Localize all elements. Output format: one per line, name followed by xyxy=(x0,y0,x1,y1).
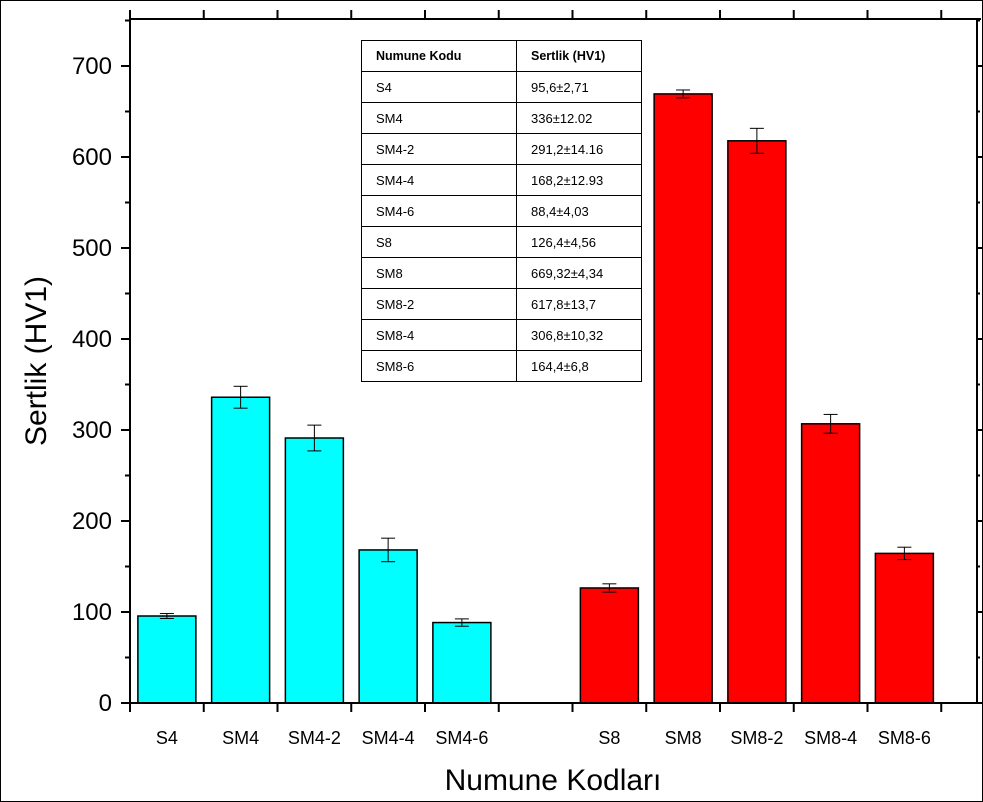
y-axis-title: Sertlik (HV1) xyxy=(20,276,53,446)
error-bar-sm4-4 xyxy=(381,537,396,563)
y-tick-label: 200 xyxy=(72,508,112,535)
axes-layer xyxy=(129,18,981,704)
bar-sm8 xyxy=(653,93,713,704)
error-bar-s4 xyxy=(159,613,174,619)
y-tick-label: 0 xyxy=(99,690,112,717)
table-cell-hardness: 336±12.02 xyxy=(516,102,642,134)
error-bar-sm4 xyxy=(233,385,248,409)
table-row: S4 95,6±2,71 xyxy=(361,71,642,103)
error-bar-sm8-4 xyxy=(823,413,838,434)
y-tick-label: 400 xyxy=(72,326,112,353)
x-tick-label: SM8-4 xyxy=(804,728,857,748)
table-row: SM8-2 617,8±13,7 xyxy=(361,288,642,320)
x-tick-label: SM4-6 xyxy=(435,728,488,748)
table-row: SM4-6 88,4±4,03 xyxy=(361,195,642,227)
error-bar-sm8-6 xyxy=(897,546,912,561)
table-header-hardness: Sertlik (HV1) xyxy=(516,40,642,72)
bar-sm4-2 xyxy=(284,437,345,704)
error-bar-s8 xyxy=(602,583,617,593)
table-cell-hardness: 168,2±12.93 xyxy=(516,164,642,196)
table-body: S4 95,6±2,71 SM4 336±12.02 SM4-2 291,2±14.16 S… xyxy=(361,71,642,382)
table-row: SM4 336±12.02 xyxy=(361,102,642,134)
table-row: SM4-2 291,2±14.16 xyxy=(361,133,642,165)
table-row: SM8-4 306,8±10,32 xyxy=(361,319,642,351)
table-cell-code: SM4-2 xyxy=(361,133,517,165)
ticks-layer: S4 SM4 SM4-2 SM4-4 SM4-6 S8 SM8 SM8-2 SM8-4 SM8-6… xyxy=(72,10,983,748)
bar-sm4 xyxy=(210,396,271,704)
bars-layer xyxy=(137,89,935,704)
table-row: SM4-4 168,2±12.93 xyxy=(361,164,642,196)
table-cell-hardness: 164,4±6,8 xyxy=(516,350,642,382)
table-cell-code: SM8-2 xyxy=(361,288,517,320)
table-row: SM8-6 164,4±6,8 xyxy=(361,350,642,382)
table-row: S8 126,4±4,56 xyxy=(361,226,642,258)
bar-sm8-2 xyxy=(727,140,787,704)
table-cell-code: SM8 xyxy=(361,257,517,289)
x-tick-label: S8 xyxy=(598,728,620,748)
x-tick-label: SM4 xyxy=(222,728,259,748)
error-bar-sm4-6 xyxy=(454,618,469,627)
bar-s4 xyxy=(137,615,197,704)
table-cell-hardness: 669,32±4,34 xyxy=(516,257,642,289)
x-tick-label: SM8 xyxy=(665,728,702,748)
x-tick-label: S4 xyxy=(156,728,178,748)
x-axis-title: Numune Kodları xyxy=(445,764,662,797)
hardness-table: Numune Kodu Sertlik (HV1) S4 95,6±2,71 SM4… xyxy=(361,40,642,382)
table-cell-hardness: 617,8±13,7 xyxy=(516,288,642,320)
error-bar-sm8-2 xyxy=(749,127,764,154)
table-cell-code: S8 xyxy=(361,226,517,258)
table-cell-hardness: 291,2±14.16 xyxy=(516,133,642,165)
table-header-row: Numune Kodu Sertlik (HV1) xyxy=(361,40,642,72)
bar-sm8-6 xyxy=(874,552,935,704)
table-cell-hardness: 88,4±4,03 xyxy=(516,195,642,227)
y-tick-label: 600 xyxy=(72,144,112,171)
table-cell-code: SM4-4 xyxy=(361,164,517,196)
bar-sm4-4 xyxy=(358,549,418,704)
table-header-code: Numune Kodu xyxy=(361,40,517,72)
table-cell-code: SM8-6 xyxy=(361,350,517,382)
table-cell-hardness: 126,4±4,56 xyxy=(516,226,642,258)
table-cell-hardness: 95,6±2,71 xyxy=(516,71,642,103)
bar-s8 xyxy=(579,587,640,704)
table-cell-code: S4 xyxy=(361,71,517,103)
error-bar-sm8 xyxy=(676,89,691,99)
y-tick-label: 500 xyxy=(72,235,112,262)
table-cell-code: SM8-4 xyxy=(361,319,517,351)
x-tick-label: SM8-6 xyxy=(878,728,931,748)
x-tick-label: SM4-4 xyxy=(362,728,415,748)
bar-sm8-4 xyxy=(800,423,861,704)
table-row: SM8 669,32±4,34 xyxy=(361,257,642,289)
table-cell-hardness: 306,8±10,32 xyxy=(516,319,642,351)
x-tick-label: SM4-2 xyxy=(288,728,341,748)
table-cell-code: SM4-6 xyxy=(361,195,517,227)
bar-sm4-6 xyxy=(432,621,492,704)
x-tick-label: SM8-2 xyxy=(730,728,783,748)
y-tick-label: 100 xyxy=(72,599,112,626)
table-cell-code: SM4 xyxy=(361,102,517,134)
y-tick-label: 300 xyxy=(72,417,112,444)
error-bar-sm4-2 xyxy=(307,424,322,452)
y-tick-label: 700 xyxy=(72,53,112,80)
